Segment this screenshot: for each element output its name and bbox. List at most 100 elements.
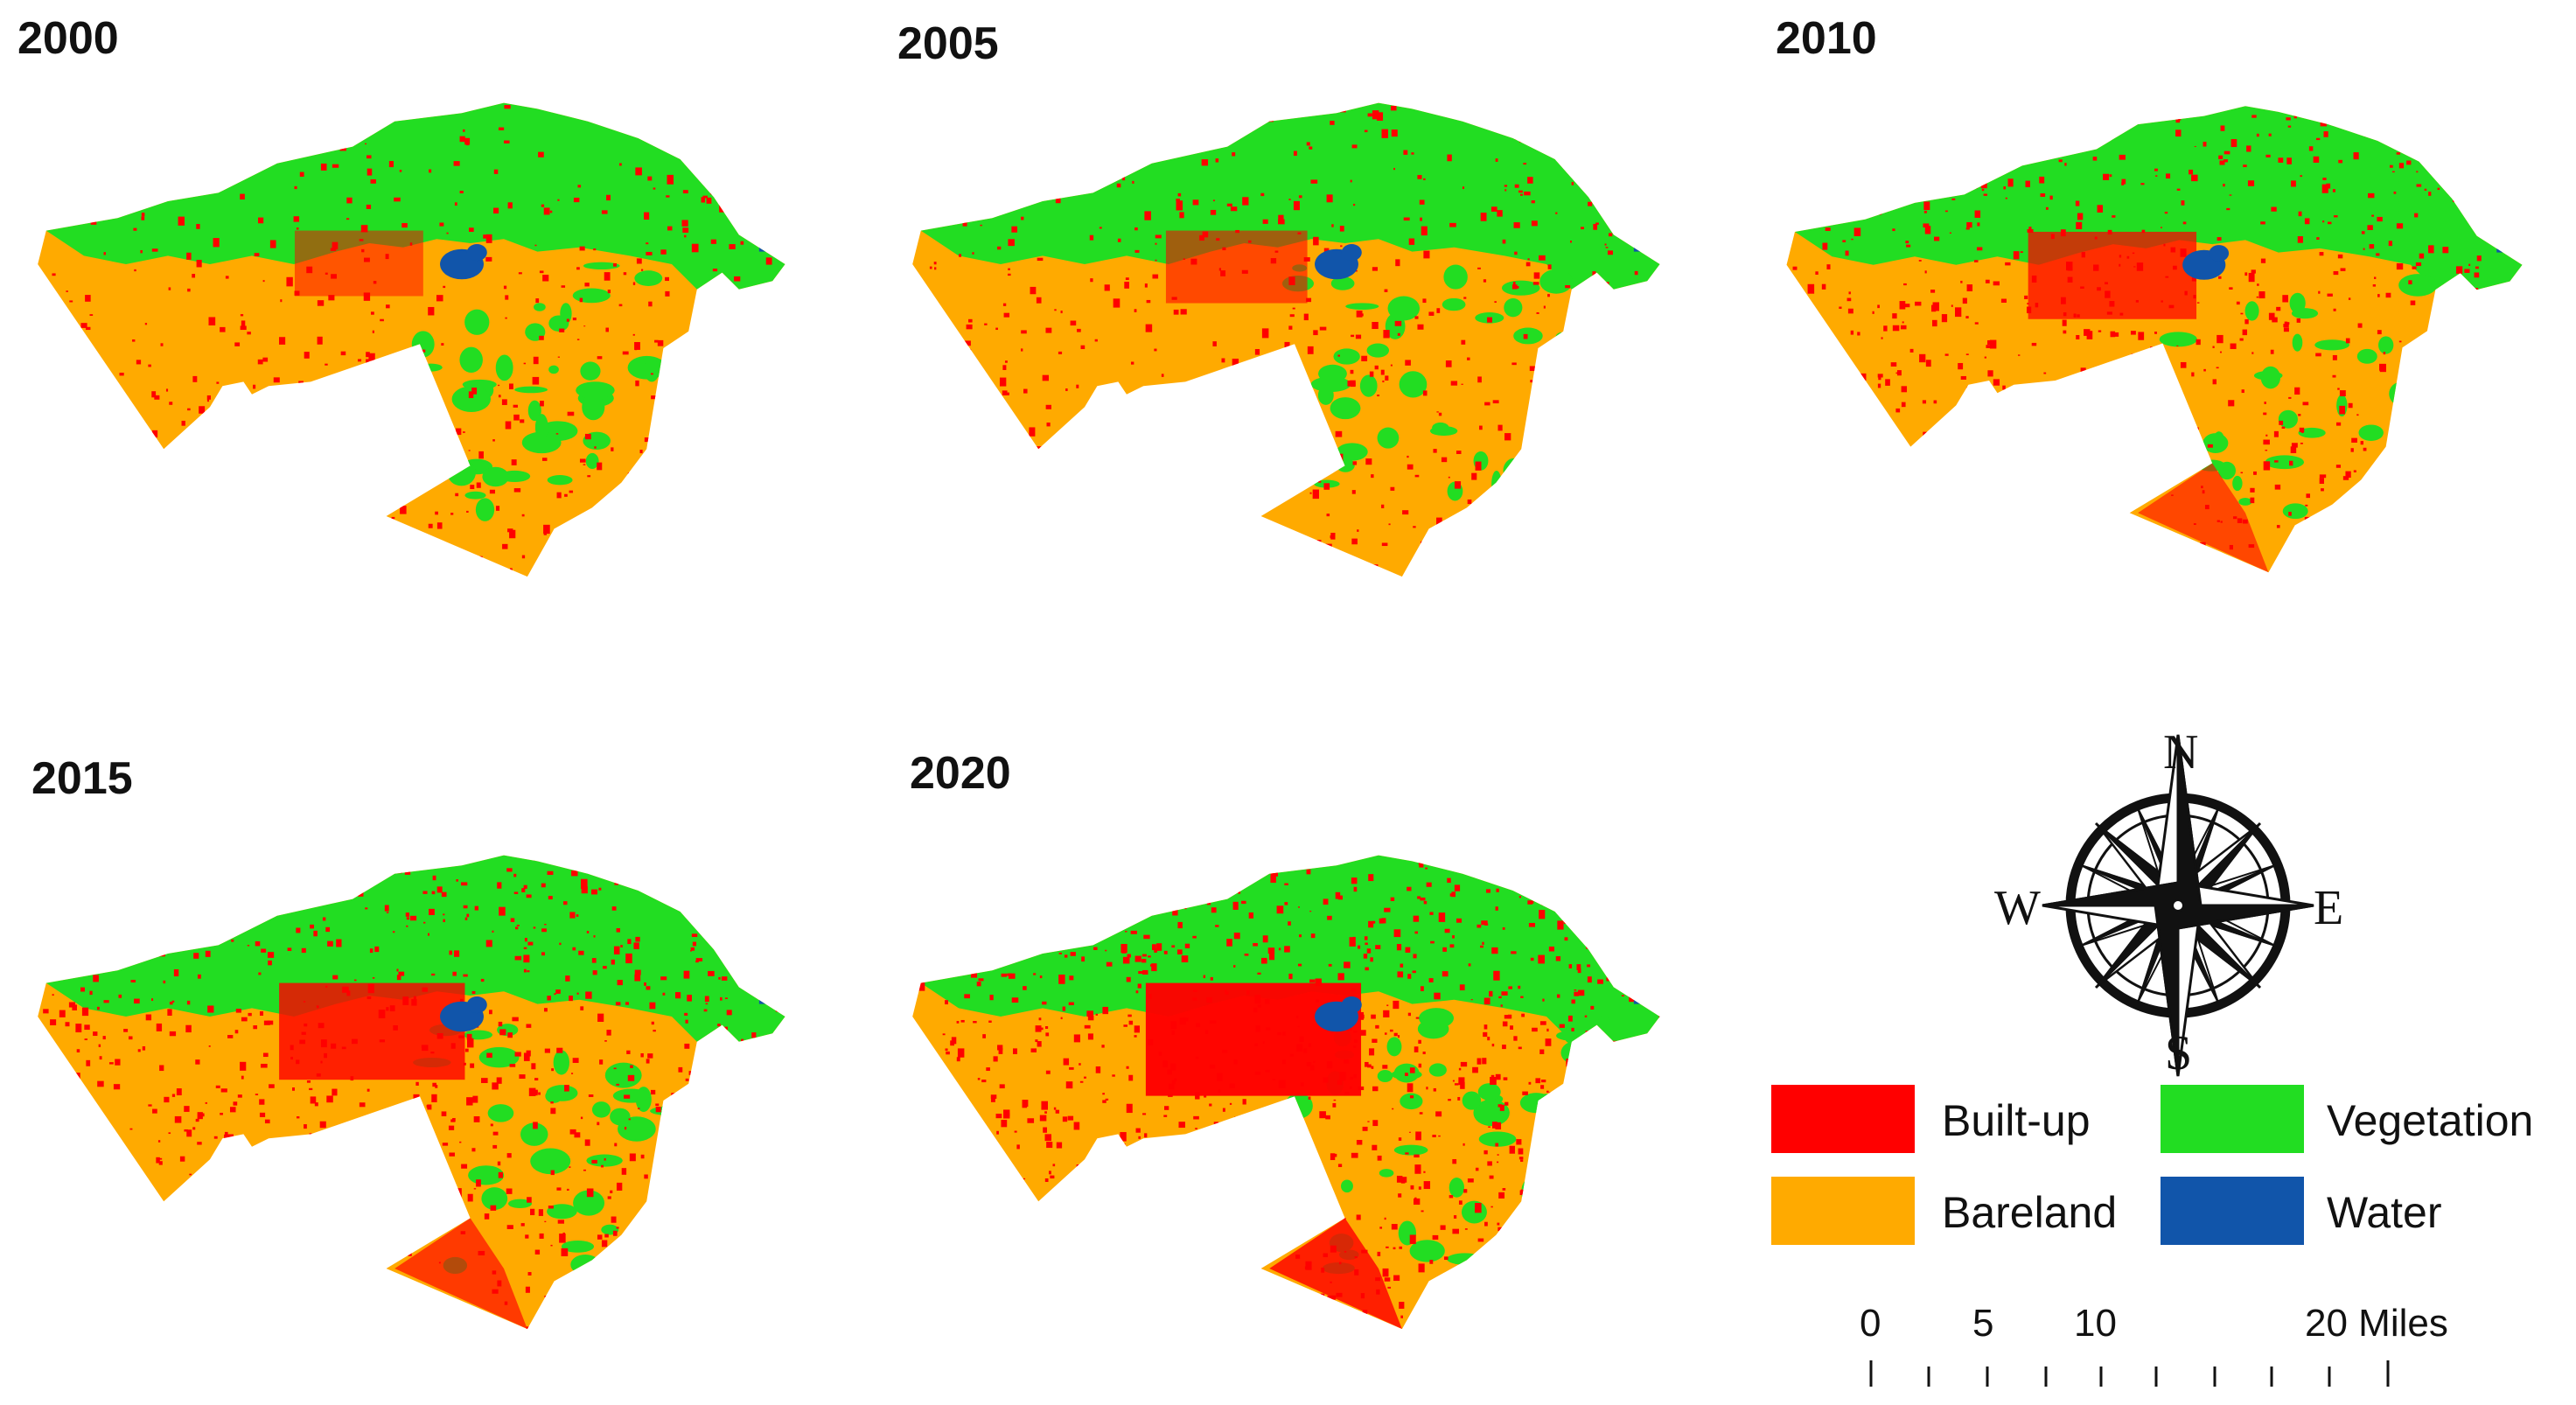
- builtup-pixel: [954, 356, 959, 361]
- builtup-pixel: [1386, 1004, 1389, 1007]
- builtup-pixel: [2294, 565, 2301, 571]
- builtup-pixel: [383, 1324, 391, 1330]
- builtup-pixel: [2482, 411, 2489, 419]
- builtup-pixel: [1372, 110, 1379, 120]
- builtup-pixel: [1501, 991, 1508, 996]
- builtup-pixel: [1518, 1046, 1522, 1050]
- builtup-pixel: [1143, 934, 1150, 940]
- builtup-pixel: [1578, 989, 1585, 996]
- builtup-pixel: [1237, 1295, 1243, 1301]
- builtup-pixel: [993, 1056, 998, 1062]
- builtup-pixel: [1326, 194, 1333, 203]
- builtup-pixel: [1894, 540, 1900, 546]
- builtup-pixel: [649, 536, 657, 547]
- builtup-pixel: [453, 161, 460, 166]
- builtup-pixel: [1915, 301, 1918, 304]
- builtup-pixel: [212, 185, 215, 187]
- builtup-pixel: [1154, 570, 1157, 573]
- builtup-pixel: [2440, 444, 2447, 451]
- builtup-pixel: [2200, 542, 2206, 551]
- builtup-pixel: [386, 871, 391, 876]
- builtup-pixel: [1352, 203, 1356, 206]
- builtup-pixel: [1011, 226, 1018, 233]
- builtup-pixel: [2459, 159, 2466, 164]
- builtup-pixel: [1949, 232, 1951, 234]
- builtup-pixel: [646, 867, 651, 873]
- builtup-pixel: [1525, 262, 1531, 267]
- builtup-pixel: [389, 1005, 395, 1012]
- builtup-pixel: [2181, 200, 2185, 206]
- builtup-pixel: [387, 535, 393, 540]
- builtup-pixel: [646, 986, 651, 990]
- builtup-pixel: [132, 1241, 136, 1242]
- vegetation-patch: [2462, 354, 2475, 373]
- builtup-pixel: [533, 356, 539, 365]
- builtup-pixel: [2339, 405, 2346, 415]
- builtup-pixel: [730, 1306, 734, 1310]
- builtup-pixel: [990, 1094, 997, 1099]
- builtup-pixel: [1014, 1130, 1017, 1133]
- builtup-pixel: [1918, 260, 1922, 262]
- builtup-pixel: [1938, 461, 1943, 465]
- builtup-pixel: [997, 1045, 1003, 1051]
- builtup-pixel: [179, 1282, 182, 1283]
- builtup-pixel: [1518, 512, 1524, 520]
- builtup-pixel: [514, 1052, 521, 1057]
- builtup-pixel: [944, 123, 951, 131]
- builtup-pixel: [1270, 871, 1275, 876]
- builtup-pixel: [2278, 157, 2284, 163]
- builtup-pixel: [2024, 295, 2028, 299]
- builtup-pixel: [208, 535, 213, 541]
- builtup-pixel: [1045, 1070, 1051, 1074]
- map-panel-2020: 2020: [875, 735, 1714, 1365]
- builtup-pixel: [51, 465, 54, 470]
- builtup-pixel: [924, 168, 931, 173]
- builtup-pixel: [604, 536, 609, 541]
- builtup-pixel: [2194, 546, 2200, 553]
- builtup-pixel: [1575, 1136, 1580, 1141]
- builtup-pixel: [283, 1296, 290, 1304]
- builtup-pixel: [2073, 113, 2077, 117]
- builtup-pixel: [1931, 138, 1935, 143]
- builtup-pixel: [1014, 881, 1020, 890]
- builtup-pixel: [1134, 249, 1140, 253]
- builtup-pixel: [1358, 945, 1361, 949]
- builtup-pixel: [1238, 891, 1241, 894]
- builtup-pixel: [192, 1127, 196, 1130]
- builtup-pixel: [66, 873, 73, 881]
- builtup-pixel: [169, 1031, 177, 1037]
- builtup-pixel: [1546, 1028, 1549, 1032]
- builtup-pixel: [1531, 220, 1538, 227]
- builtup-pixel: [566, 318, 569, 322]
- builtup-pixel: [1144, 283, 1148, 288]
- builtup-pixel: [583, 464, 586, 465]
- builtup-pixel: [1932, 302, 1940, 311]
- builtup-pixel: [1977, 222, 1980, 227]
- builtup-pixel: [1922, 400, 1927, 404]
- builtup-pixel: [1162, 552, 1168, 560]
- legend-swatch-vegetation: [2161, 1085, 2304, 1153]
- builtup-pixel: [660, 249, 667, 255]
- builtup-pixel: [1539, 1021, 1546, 1025]
- builtup-pixel: [2264, 402, 2266, 404]
- builtup-pixel: [502, 543, 508, 549]
- builtup-pixel: [732, 1091, 736, 1094]
- builtup-pixel: [187, 408, 191, 411]
- builtup-pixel: [2318, 563, 2321, 567]
- builtup-pixel: [1248, 240, 1252, 243]
- builtup-pixel: [418, 1109, 421, 1112]
- builtup-pixel: [1895, 500, 1900, 504]
- builtup-pixel: [1020, 165, 1027, 174]
- builtup-pixel: [2322, 220, 2325, 223]
- builtup-pixel: [980, 224, 982, 227]
- builtup-pixel: [1090, 278, 1093, 283]
- builtup-pixel: [1432, 1317, 1435, 1320]
- builtup-pixel: [585, 991, 592, 999]
- builtup-pixel: [542, 275, 549, 282]
- builtup-pixel: [578, 950, 584, 955]
- builtup-pixel: [579, 246, 585, 251]
- builtup-pixel: [644, 212, 650, 220]
- builtup-pixel: [496, 506, 500, 511]
- builtup-pixel: [1876, 210, 1882, 215]
- builtup-pixel: [296, 1116, 300, 1119]
